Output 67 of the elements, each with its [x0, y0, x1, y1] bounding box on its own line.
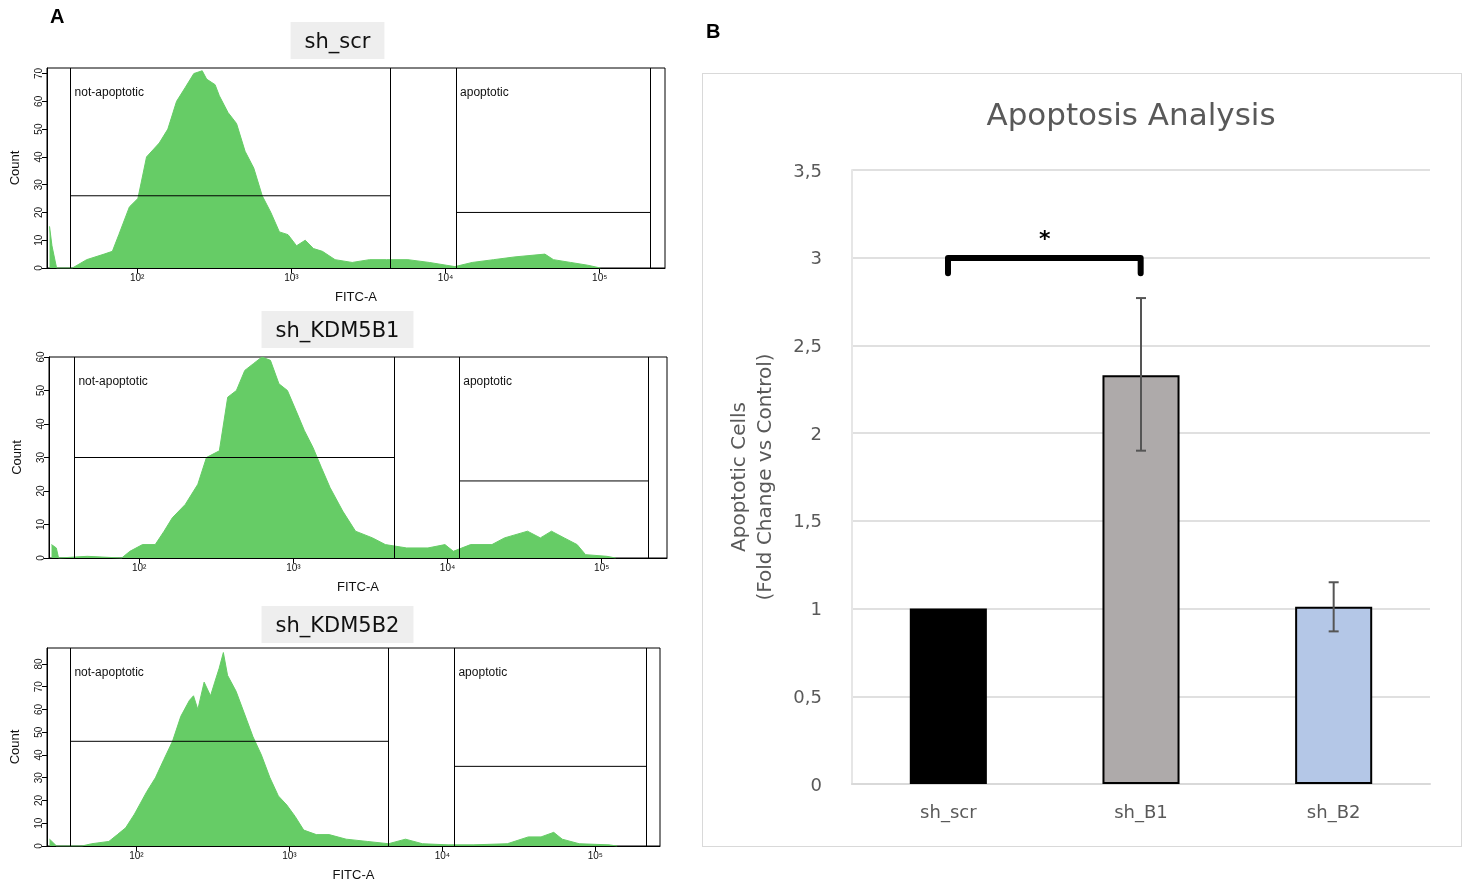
y-tick-label: 60 [34, 351, 46, 363]
x-tick-label: 10⁵ [594, 561, 610, 573]
y-tick-label: 3 [810, 247, 822, 269]
y-tick-label: 20 [34, 485, 46, 497]
x-tick-label: sh_B1 [1114, 800, 1168, 823]
y-tick-label: 0 [34, 554, 46, 561]
chart-title: Apoptosis Analysis [986, 95, 1276, 132]
x-tick-label: 10³ [286, 561, 302, 573]
y-tick-label: 3,5 [793, 159, 822, 181]
x-tick-label: 10⁵ [587, 849, 603, 861]
x-tick-label: 10⁴ [434, 849, 451, 861]
chart-title: sh_KDM5B1 [275, 317, 400, 343]
y-tick-label: 0 [810, 773, 822, 795]
ref-line-label: not-apoptotic [74, 85, 145, 99]
ref-line-label: not-apoptotic [78, 374, 148, 388]
x-tick-label: sh_B2 [1306, 800, 1361, 823]
y-axis-title: Apoptotic Cells (Fold Change vs Control) [726, 353, 776, 601]
ref-line-label: apoptotic [463, 374, 512, 388]
x-tick-label: sh_scr [920, 800, 978, 823]
x-tick-label: 10⁵ [592, 271, 608, 283]
y-tick-label: 80 [32, 657, 44, 670]
y-tick-label: 10 [34, 518, 46, 531]
y-axis-title: Count [7, 150, 22, 186]
y-tick-label: 2,5 [793, 334, 822, 356]
chart-title: sh_scr [304, 28, 371, 54]
chart-title: sh_KDM5B2 [275, 612, 400, 638]
y-tick-label: 1 [810, 598, 822, 620]
y-tick-label: 10 [32, 234, 44, 246]
x-axis-title: FITC-A [332, 867, 375, 882]
y-tick-label: 60 [32, 95, 44, 107]
y-tick-label: 70 [32, 67, 44, 80]
y-tick-label: 0,5 [793, 685, 822, 707]
y-tick-label: 30 [34, 451, 46, 464]
y-axis-title: Count [9, 439, 24, 475]
y-tick-label: 30 [32, 771, 44, 784]
y-tick-label: 2 [810, 422, 822, 444]
y-tick-label: 70 [32, 680, 44, 693]
ref-line-label: apoptotic [458, 665, 508, 679]
x-tick-label: 10³ [282, 849, 298, 861]
y-tick-label: 30 [32, 178, 44, 191]
y-tick-label: 40 [34, 418, 46, 430]
y-tick-label: 50 [34, 384, 46, 397]
y-axis-title: Count [7, 729, 22, 765]
x-tick-label: 10² [129, 271, 146, 283]
y-tick-label: 20 [32, 206, 44, 219]
y-tick-label: 1,5 [793, 510, 822, 532]
text: A [50, 5, 65, 27]
y-tick-label: 50 [32, 726, 44, 738]
x-axis-title: FITC-A [335, 289, 378, 304]
ref-line-label: not-apoptotic [74, 665, 144, 679]
y-tick-label: 20 [32, 794, 44, 807]
text: B [706, 20, 721, 42]
ref-line-label: apoptotic [460, 85, 509, 99]
y-tick-label: 40 [32, 748, 44, 761]
y-tick-label: 50 [32, 123, 44, 135]
x-tick-label: 10⁴ [437, 271, 454, 283]
y-tick-label: 40 [32, 150, 44, 163]
y-tick-label: 0 [32, 264, 44, 271]
x-tick-label: 10² [131, 561, 148, 573]
y-tick-label: 10 [32, 817, 44, 829]
x-tick-label: 10³ [284, 271, 300, 283]
x-axis-title: FITC-A [337, 579, 380, 594]
x-tick-label: 10² [129, 849, 145, 861]
y-tick-label: 60 [32, 703, 44, 716]
annotation: * [1037, 225, 1052, 251]
y-tick-label: 0 [32, 842, 44, 849]
x-tick-label: 10⁴ [439, 561, 456, 573]
